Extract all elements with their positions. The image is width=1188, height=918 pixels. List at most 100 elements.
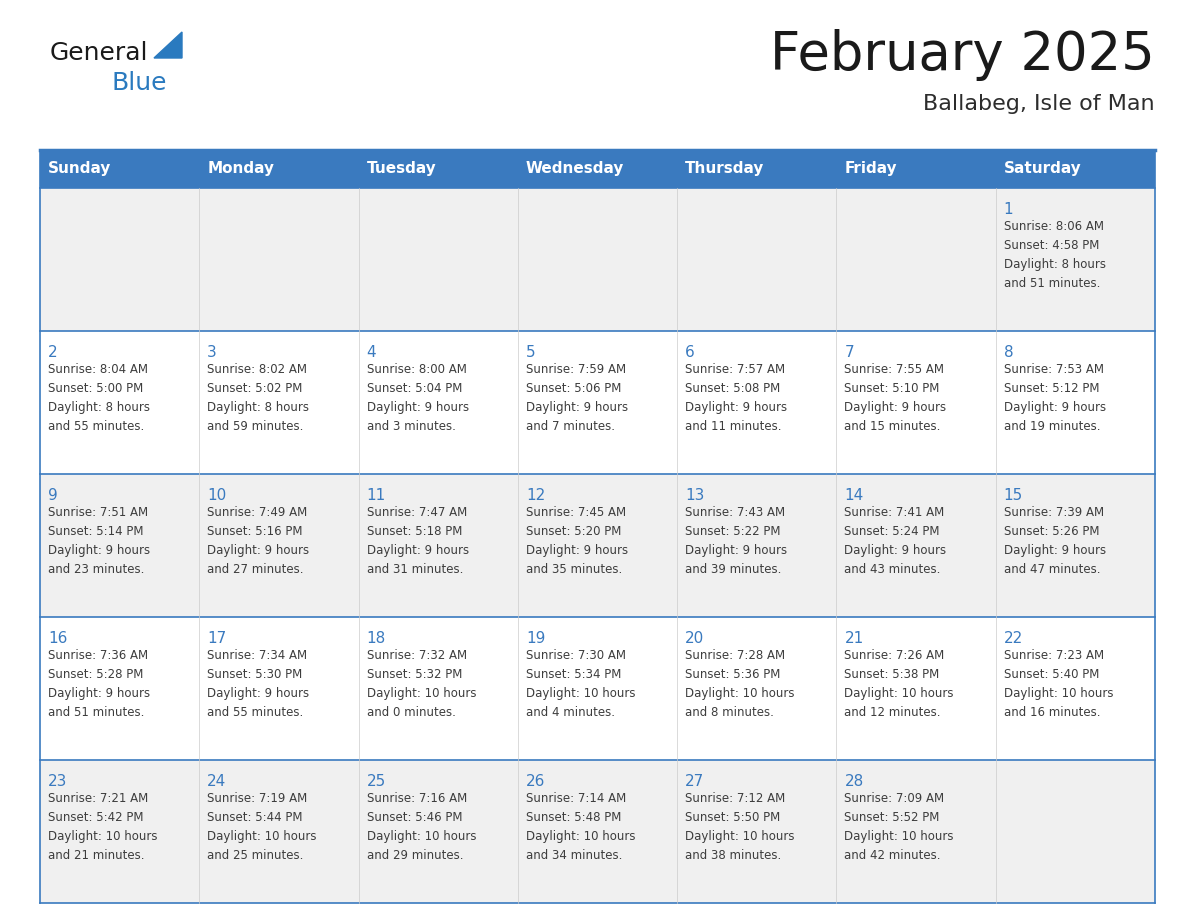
Text: Daylight: 8 hours: Daylight: 8 hours [1004, 258, 1106, 271]
Polygon shape [154, 32, 182, 58]
Text: and 42 minutes.: and 42 minutes. [845, 849, 941, 862]
Text: 3: 3 [207, 345, 217, 360]
Text: Sunrise: 7:51 AM: Sunrise: 7:51 AM [48, 506, 148, 519]
Text: Daylight: 9 hours: Daylight: 9 hours [526, 401, 628, 414]
Text: Daylight: 9 hours: Daylight: 9 hours [207, 687, 309, 700]
Text: and 15 minutes.: and 15 minutes. [845, 420, 941, 433]
Text: 28: 28 [845, 774, 864, 789]
Text: 11: 11 [367, 488, 386, 503]
Text: and 51 minutes.: and 51 minutes. [1004, 277, 1100, 290]
Text: Sunrise: 7:39 AM: Sunrise: 7:39 AM [1004, 506, 1104, 519]
Text: Daylight: 10 hours: Daylight: 10 hours [1004, 687, 1113, 700]
Bar [518, 150, 677, 188]
Text: and 34 minutes.: and 34 minutes. [526, 849, 623, 862]
Text: 15: 15 [1004, 488, 1023, 503]
Text: and 55 minutes.: and 55 minutes. [48, 420, 144, 433]
Text: Sunset: 5:14 PM: Sunset: 5:14 PM [48, 525, 144, 538]
Text: 5: 5 [526, 345, 536, 360]
Text: 2: 2 [48, 345, 58, 360]
Text: Sunset: 5:00 PM: Sunset: 5:00 PM [48, 382, 144, 395]
Text: Daylight: 10 hours: Daylight: 10 hours [845, 830, 954, 843]
Text: Daylight: 10 hours: Daylight: 10 hours [845, 687, 954, 700]
Text: and 12 minutes.: and 12 minutes. [845, 706, 941, 719]
Bar [677, 150, 836, 188]
Text: 7: 7 [845, 345, 854, 360]
Text: Sunset: 5:16 PM: Sunset: 5:16 PM [207, 525, 303, 538]
Text: Sunrise: 8:06 AM: Sunrise: 8:06 AM [1004, 220, 1104, 233]
Text: and 43 minutes.: and 43 minutes. [845, 563, 941, 576]
Text: Sunset: 5:40 PM: Sunset: 5:40 PM [1004, 668, 1099, 681]
Text: Sunset: 5:38 PM: Sunset: 5:38 PM [845, 668, 940, 681]
Text: and 27 minutes.: and 27 minutes. [207, 563, 304, 576]
Text: and 16 minutes.: and 16 minutes. [1004, 706, 1100, 719]
Text: Sunset: 5:24 PM: Sunset: 5:24 PM [845, 525, 940, 538]
Text: Daylight: 10 hours: Daylight: 10 hours [207, 830, 317, 843]
Text: Sunrise: 7:19 AM: Sunrise: 7:19 AM [207, 792, 308, 805]
Text: Daylight: 9 hours: Daylight: 9 hours [526, 544, 628, 557]
Text: and 55 minutes.: and 55 minutes. [207, 706, 304, 719]
Text: 14: 14 [845, 488, 864, 503]
Text: Sunrise: 7:09 AM: Sunrise: 7:09 AM [845, 792, 944, 805]
Text: Sunrise: 7:28 AM: Sunrise: 7:28 AM [685, 649, 785, 662]
Text: Daylight: 9 hours: Daylight: 9 hours [207, 544, 309, 557]
Text: Daylight: 9 hours: Daylight: 9 hours [1004, 401, 1106, 414]
Text: Tuesday: Tuesday [367, 162, 436, 176]
Text: Daylight: 9 hours: Daylight: 9 hours [685, 401, 788, 414]
Text: Sunrise: 7:26 AM: Sunrise: 7:26 AM [845, 649, 944, 662]
Text: and 3 minutes.: and 3 minutes. [367, 420, 455, 433]
Text: Friday: Friday [845, 162, 897, 176]
Text: Sunset: 5:20 PM: Sunset: 5:20 PM [526, 525, 621, 538]
Text: Sunrise: 7:57 AM: Sunrise: 7:57 AM [685, 363, 785, 376]
Text: 12: 12 [526, 488, 545, 503]
Bar [200, 150, 359, 188]
Text: Sunrise: 7:47 AM: Sunrise: 7:47 AM [367, 506, 467, 519]
Bar [359, 150, 518, 188]
Text: 13: 13 [685, 488, 704, 503]
Text: Sunrise: 7:43 AM: Sunrise: 7:43 AM [685, 506, 785, 519]
Text: Daylight: 10 hours: Daylight: 10 hours [526, 830, 636, 843]
Text: Sunset: 4:58 PM: Sunset: 4:58 PM [1004, 239, 1099, 252]
Text: Daylight: 10 hours: Daylight: 10 hours [526, 687, 636, 700]
Text: Daylight: 8 hours: Daylight: 8 hours [48, 401, 150, 414]
Text: 23: 23 [48, 774, 68, 789]
Text: Daylight: 9 hours: Daylight: 9 hours [367, 544, 469, 557]
Text: Sunset: 5:22 PM: Sunset: 5:22 PM [685, 525, 781, 538]
Text: and 38 minutes.: and 38 minutes. [685, 849, 782, 862]
Text: Thursday: Thursday [685, 162, 765, 176]
Bar [40, 331, 1155, 474]
Text: Daylight: 9 hours: Daylight: 9 hours [845, 544, 947, 557]
Text: Sunset: 5:28 PM: Sunset: 5:28 PM [48, 668, 144, 681]
Text: and 8 minutes.: and 8 minutes. [685, 706, 775, 719]
Text: and 0 minutes.: and 0 minutes. [367, 706, 455, 719]
Text: 20: 20 [685, 631, 704, 646]
Text: Sunrise: 7:41 AM: Sunrise: 7:41 AM [845, 506, 944, 519]
Text: Sunday: Sunday [48, 162, 112, 176]
Bar [836, 150, 996, 188]
Text: Sunset: 5:50 PM: Sunset: 5:50 PM [685, 811, 781, 824]
Text: Sunset: 5:46 PM: Sunset: 5:46 PM [367, 811, 462, 824]
Text: 4: 4 [367, 345, 377, 360]
Bar [40, 188, 1155, 331]
Text: Wednesday: Wednesday [526, 162, 624, 176]
Text: and 23 minutes.: and 23 minutes. [48, 563, 145, 576]
Text: Daylight: 9 hours: Daylight: 9 hours [48, 544, 150, 557]
Text: Sunset: 5:08 PM: Sunset: 5:08 PM [685, 382, 781, 395]
Text: February 2025: February 2025 [770, 29, 1155, 81]
Text: Sunset: 5:30 PM: Sunset: 5:30 PM [207, 668, 303, 681]
Text: and 31 minutes.: and 31 minutes. [367, 563, 463, 576]
Text: and 21 minutes.: and 21 minutes. [48, 849, 145, 862]
Text: 1: 1 [1004, 202, 1013, 217]
Text: Daylight: 9 hours: Daylight: 9 hours [685, 544, 788, 557]
Text: Sunset: 5:36 PM: Sunset: 5:36 PM [685, 668, 781, 681]
Text: 19: 19 [526, 631, 545, 646]
Text: Sunrise: 7:59 AM: Sunrise: 7:59 AM [526, 363, 626, 376]
Text: Sunrise: 7:30 AM: Sunrise: 7:30 AM [526, 649, 626, 662]
Bar [40, 150, 200, 188]
Text: Daylight: 10 hours: Daylight: 10 hours [367, 830, 476, 843]
Text: Sunset: 5:18 PM: Sunset: 5:18 PM [367, 525, 462, 538]
Text: 24: 24 [207, 774, 227, 789]
Text: 25: 25 [367, 774, 386, 789]
Text: and 19 minutes.: and 19 minutes. [1004, 420, 1100, 433]
Text: Sunrise: 7:23 AM: Sunrise: 7:23 AM [1004, 649, 1104, 662]
Text: and 47 minutes.: and 47 minutes. [1004, 563, 1100, 576]
